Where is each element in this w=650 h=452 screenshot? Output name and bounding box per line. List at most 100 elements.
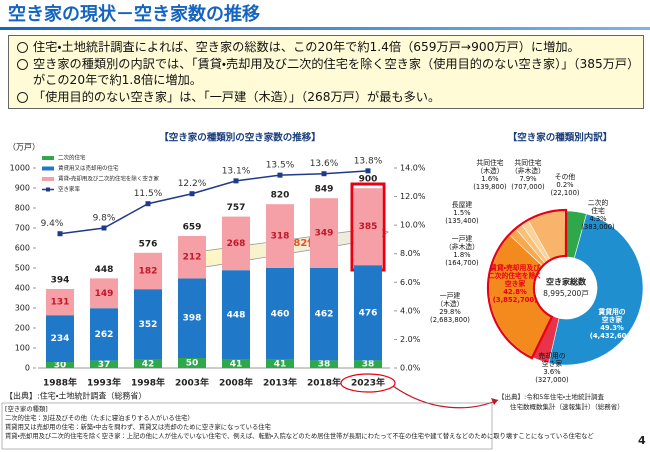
- bar-value-label: 462: [315, 310, 334, 320]
- donut-center-value: 8,995,200戸: [543, 289, 589, 298]
- bar-segment: [354, 265, 382, 361]
- donut-title: 【空き家の種類別内訳】: [508, 132, 613, 144]
- bar-value-label: 349: [315, 229, 334, 239]
- donut-center-title: 空き家総数: [546, 277, 587, 287]
- summary-bullet: 「使用目的のない空き家」は、「一戸建（木造）」（268万戸）が最も多い。: [15, 89, 637, 106]
- page-number: 4: [638, 434, 646, 447]
- rate-line: [59, 170, 369, 235]
- y2-tick-label: 14.0%: [400, 164, 426, 173]
- x-tick-label: 2003年: [175, 377, 209, 389]
- summary-bullet: 空き家の種類別の内訳では、「賃貸・売却用及び二次的住宅を除く空き家（使用目的のな…: [15, 56, 637, 89]
- donut-label-line: 一戸建: [452, 234, 473, 243]
- rate-label: 13.6%: [310, 159, 339, 169]
- donut-label-line: (707,000): [511, 183, 545, 191]
- total-label: 448: [95, 265, 114, 275]
- x-tick-label: 1998年: [131, 377, 165, 389]
- total-label: 757: [227, 203, 246, 213]
- donut-label: 売却用の空き家 3.6% (327,000): [535, 351, 569, 384]
- donut-label-line: 二次的住宅を除く: [488, 271, 542, 280]
- bar-segment: [178, 358, 206, 368]
- legend-swatch: [42, 156, 54, 160]
- y-tick-label: 200: [15, 324, 30, 333]
- rate-label: 13.8%: [354, 156, 383, 166]
- bar-value-label: 398: [183, 314, 202, 324]
- y2-tick-label: 4.0%: [400, 306, 421, 315]
- bar-segment: [178, 236, 206, 279]
- bar-segment: [134, 289, 162, 360]
- bar-segment: [90, 308, 118, 361]
- bar-segment: [266, 359, 294, 368]
- legend-swatch: [46, 187, 50, 192]
- donut-label-line: 住宅: [591, 206, 605, 215]
- total-label: 820: [271, 191, 290, 201]
- donut-label-line: (135,400): [445, 217, 479, 225]
- rate-marker: [57, 231, 63, 237]
- donut-hole: [535, 257, 597, 319]
- page-title: 空き家の現状－空き家数の推移: [8, 3, 260, 25]
- bar-segment: [354, 188, 382, 266]
- notes-box: [1, 402, 493, 450]
- bar-segment: [46, 362, 74, 368]
- bar-value-label: 30: [54, 361, 67, 371]
- bar-value-label: 318: [271, 232, 290, 242]
- x-tick-label: 1993年: [87, 377, 121, 389]
- donut-label-line: 1.8%: [453, 251, 471, 259]
- donut-label-line: 空き家: [505, 279, 526, 288]
- chart-title: 【空き家の種類別の空き家数の推移】: [159, 132, 321, 144]
- legend-swatch: [42, 177, 54, 181]
- callout-arrowhead: [491, 398, 498, 405]
- y-tick-label: 400: [15, 284, 30, 293]
- y-tick-label: 0: [25, 364, 30, 373]
- donut-label: 長屋建 1.5% (135,400): [445, 200, 479, 225]
- donut-label-line: その他: [555, 172, 576, 181]
- total-label: 659: [183, 223, 202, 233]
- donut-label-line: 1.5%: [453, 209, 471, 217]
- y-tick-label: 500: [15, 264, 30, 273]
- y2-tick-label: 0.0%: [400, 364, 421, 373]
- group-outline: [486, 208, 568, 360]
- donut-label: 賃貸・売却用及び二次的住宅を除く空き家 42.8% (3,852,700): [488, 263, 542, 304]
- donut-label-line: 49.3%: [600, 324, 624, 332]
- donut-label: その他 0.2% (22,100): [550, 172, 579, 197]
- y-tick-label: 100: [15, 344, 30, 353]
- donut-label-line: (3,852,700): [493, 296, 537, 304]
- rate-marker: [321, 171, 327, 177]
- bar-value-label: 42: [142, 359, 155, 369]
- x-tick-label: 2008年: [219, 377, 253, 389]
- donut-label-line: 7.9%: [519, 175, 537, 183]
- donut-label-line: (383,000): [581, 223, 615, 231]
- donut-label: 賃貸用の空き家 49.3% (4,432,600): [590, 307, 634, 340]
- donut-label-line: （非木造）: [511, 166, 545, 175]
- bar-value-label: 131: [51, 298, 70, 308]
- bar-value-label: 234: [51, 334, 70, 344]
- bar-segment: [222, 359, 250, 368]
- rate-marker: [189, 191, 195, 197]
- donut-label-line: 二次的: [588, 198, 609, 207]
- donut-label: 共同住宅（非木造） 7.9% (707,000): [511, 158, 545, 191]
- y2-tick-label: 6.0%: [400, 278, 421, 287]
- total-label: 849: [315, 185, 334, 195]
- title-rule: [0, 27, 650, 30]
- bar-value-label: 460: [271, 309, 290, 319]
- legend-label: 賃貸・売却用及び二次的住宅を除く空き家: [58, 175, 159, 183]
- y-tick-label: 300: [15, 304, 30, 313]
- bar-value-label: 38: [362, 360, 375, 370]
- bar-segment: [90, 278, 118, 309]
- bar-segment: [222, 216, 250, 271]
- rate-marker: [101, 225, 107, 231]
- bar-segment: [354, 360, 382, 368]
- bar-segment: [310, 198, 338, 268]
- x-tick-label: 2013年: [263, 377, 297, 389]
- bar-value-label: 212: [183, 253, 202, 263]
- donut-label-line: (4,432,600): [590, 332, 634, 340]
- donut-label: 一戸建（非木造） 1.8% (164,700): [445, 234, 479, 267]
- rate-label: 13.1%: [222, 166, 251, 176]
- note-line: 賃貸・売却用及び二次的住宅を除く空き家：上記の他に人が住んでいない住宅で、例えば…: [5, 431, 594, 440]
- donut-label: 二次的住宅 4.3% (383,000): [581, 198, 615, 231]
- bar-segment: [178, 278, 206, 358]
- rate-marker: [365, 168, 371, 174]
- donut-label-line: 一戸建: [440, 291, 461, 300]
- bar-segment: [310, 360, 338, 368]
- donut-label-line: 賃貸用の: [597, 307, 625, 316]
